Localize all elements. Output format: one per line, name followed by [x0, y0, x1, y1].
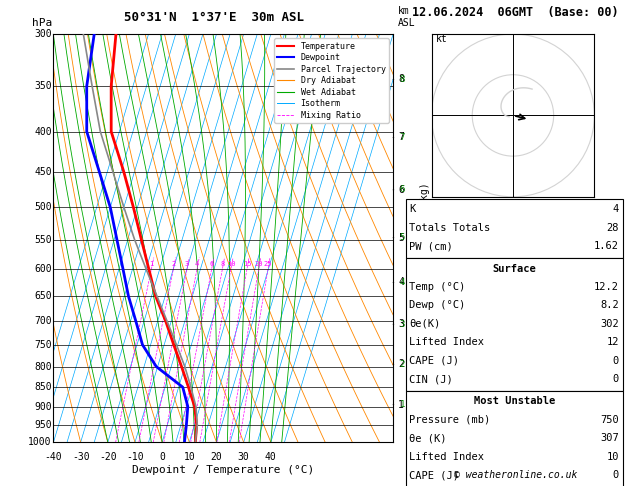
Text: CIN (J): CIN (J)	[409, 374, 454, 384]
Text: 850: 850	[34, 382, 52, 392]
Text: 4: 4	[399, 278, 405, 287]
Text: 6: 6	[209, 261, 214, 267]
Text: 20: 20	[255, 261, 263, 267]
Text: LCL: LCL	[412, 420, 430, 431]
Text: 400: 400	[34, 126, 52, 137]
Text: Most Unstable: Most Unstable	[474, 397, 555, 406]
Text: 302: 302	[600, 319, 619, 329]
Text: 10: 10	[606, 452, 619, 462]
Text: km
ASL: km ASL	[398, 6, 416, 28]
Text: Totals Totals: Totals Totals	[409, 223, 491, 233]
Text: 12.2: 12.2	[594, 282, 619, 292]
Text: 8: 8	[398, 74, 404, 85]
Text: 30: 30	[238, 452, 250, 463]
Text: 750: 750	[600, 415, 619, 425]
Text: Surface: Surface	[493, 263, 536, 274]
Text: CAPE (J): CAPE (J)	[409, 356, 459, 366]
Text: Dewp (°C): Dewp (°C)	[409, 300, 465, 311]
Text: -30: -30	[72, 452, 89, 463]
Text: 2: 2	[399, 360, 405, 369]
Text: 800: 800	[34, 362, 52, 372]
Text: 28: 28	[606, 223, 619, 233]
Text: 307: 307	[600, 434, 619, 443]
Text: 1: 1	[149, 261, 153, 267]
Text: Lifted Index: Lifted Index	[409, 337, 484, 347]
Text: θe (K): θe (K)	[409, 434, 447, 443]
Text: Lifted Index: Lifted Index	[409, 452, 484, 462]
Text: 4: 4	[195, 261, 199, 267]
Text: K: K	[409, 205, 416, 214]
Text: 650: 650	[34, 291, 52, 301]
Text: 3: 3	[185, 261, 189, 267]
Text: 1: 1	[399, 400, 405, 409]
Text: -10: -10	[126, 452, 144, 463]
Text: 10: 10	[226, 261, 235, 267]
Text: 5: 5	[399, 233, 405, 242]
Text: 0: 0	[159, 452, 165, 463]
Text: Pressure (mb): Pressure (mb)	[409, 415, 491, 425]
Text: 950: 950	[34, 420, 52, 430]
Text: kt: kt	[436, 34, 447, 44]
Text: 5: 5	[398, 233, 404, 243]
Text: 6: 6	[399, 185, 405, 194]
Text: 2: 2	[171, 261, 175, 267]
Text: 8.2: 8.2	[600, 300, 619, 311]
Text: 750: 750	[34, 340, 52, 350]
Text: 1.62: 1.62	[594, 242, 619, 251]
Text: PW (cm): PW (cm)	[409, 242, 454, 251]
Text: 1: 1	[398, 399, 404, 410]
Text: 550: 550	[34, 235, 52, 244]
Text: 50°31'N  1°37'E  30m ASL: 50°31'N 1°37'E 30m ASL	[124, 11, 304, 23]
Text: © weatheronline.co.uk: © weatheronline.co.uk	[454, 470, 577, 480]
Text: 2: 2	[398, 360, 404, 369]
Text: 10: 10	[184, 452, 195, 463]
Text: 500: 500	[34, 202, 52, 212]
Text: 900: 900	[34, 401, 52, 412]
Text: 7: 7	[399, 133, 405, 142]
Text: Mixing Ratio (g/kg): Mixing Ratio (g/kg)	[420, 182, 430, 294]
Text: 40: 40	[265, 452, 277, 463]
Text: 450: 450	[34, 167, 52, 176]
Text: Dewpoint / Temperature (°C): Dewpoint / Temperature (°C)	[132, 465, 314, 475]
Text: 8: 8	[399, 75, 405, 84]
Text: Temp (°C): Temp (°C)	[409, 282, 465, 292]
Text: 4: 4	[398, 278, 404, 287]
Text: 6: 6	[398, 185, 404, 195]
Text: 7: 7	[398, 133, 404, 142]
Text: θe(K): θe(K)	[409, 319, 441, 329]
Text: 0: 0	[613, 374, 619, 384]
Text: 4: 4	[613, 205, 619, 214]
Text: 0: 0	[613, 470, 619, 480]
Text: 12.06.2024  06GMT  (Base: 00): 12.06.2024 06GMT (Base: 00)	[413, 6, 619, 18]
Text: 1000: 1000	[28, 437, 52, 447]
Text: 700: 700	[34, 316, 52, 326]
Text: CAPE (J): CAPE (J)	[409, 470, 459, 480]
Legend: Temperature, Dewpoint, Parcel Trajectory, Dry Adiabat, Wet Adiabat, Isotherm, Mi: Temperature, Dewpoint, Parcel Trajectory…	[274, 38, 389, 123]
Text: 0: 0	[613, 356, 619, 366]
Text: 300: 300	[34, 29, 52, 39]
Text: 3: 3	[399, 320, 405, 329]
Text: 20: 20	[211, 452, 223, 463]
Text: 15: 15	[243, 261, 251, 267]
Text: 12: 12	[606, 337, 619, 347]
Text: 25: 25	[264, 261, 272, 267]
Text: -20: -20	[99, 452, 116, 463]
Text: 600: 600	[34, 264, 52, 274]
Text: hPa: hPa	[31, 18, 52, 28]
Text: -40: -40	[45, 452, 62, 463]
Text: 8: 8	[220, 261, 225, 267]
Text: 350: 350	[34, 81, 52, 91]
Text: 3: 3	[398, 319, 404, 329]
